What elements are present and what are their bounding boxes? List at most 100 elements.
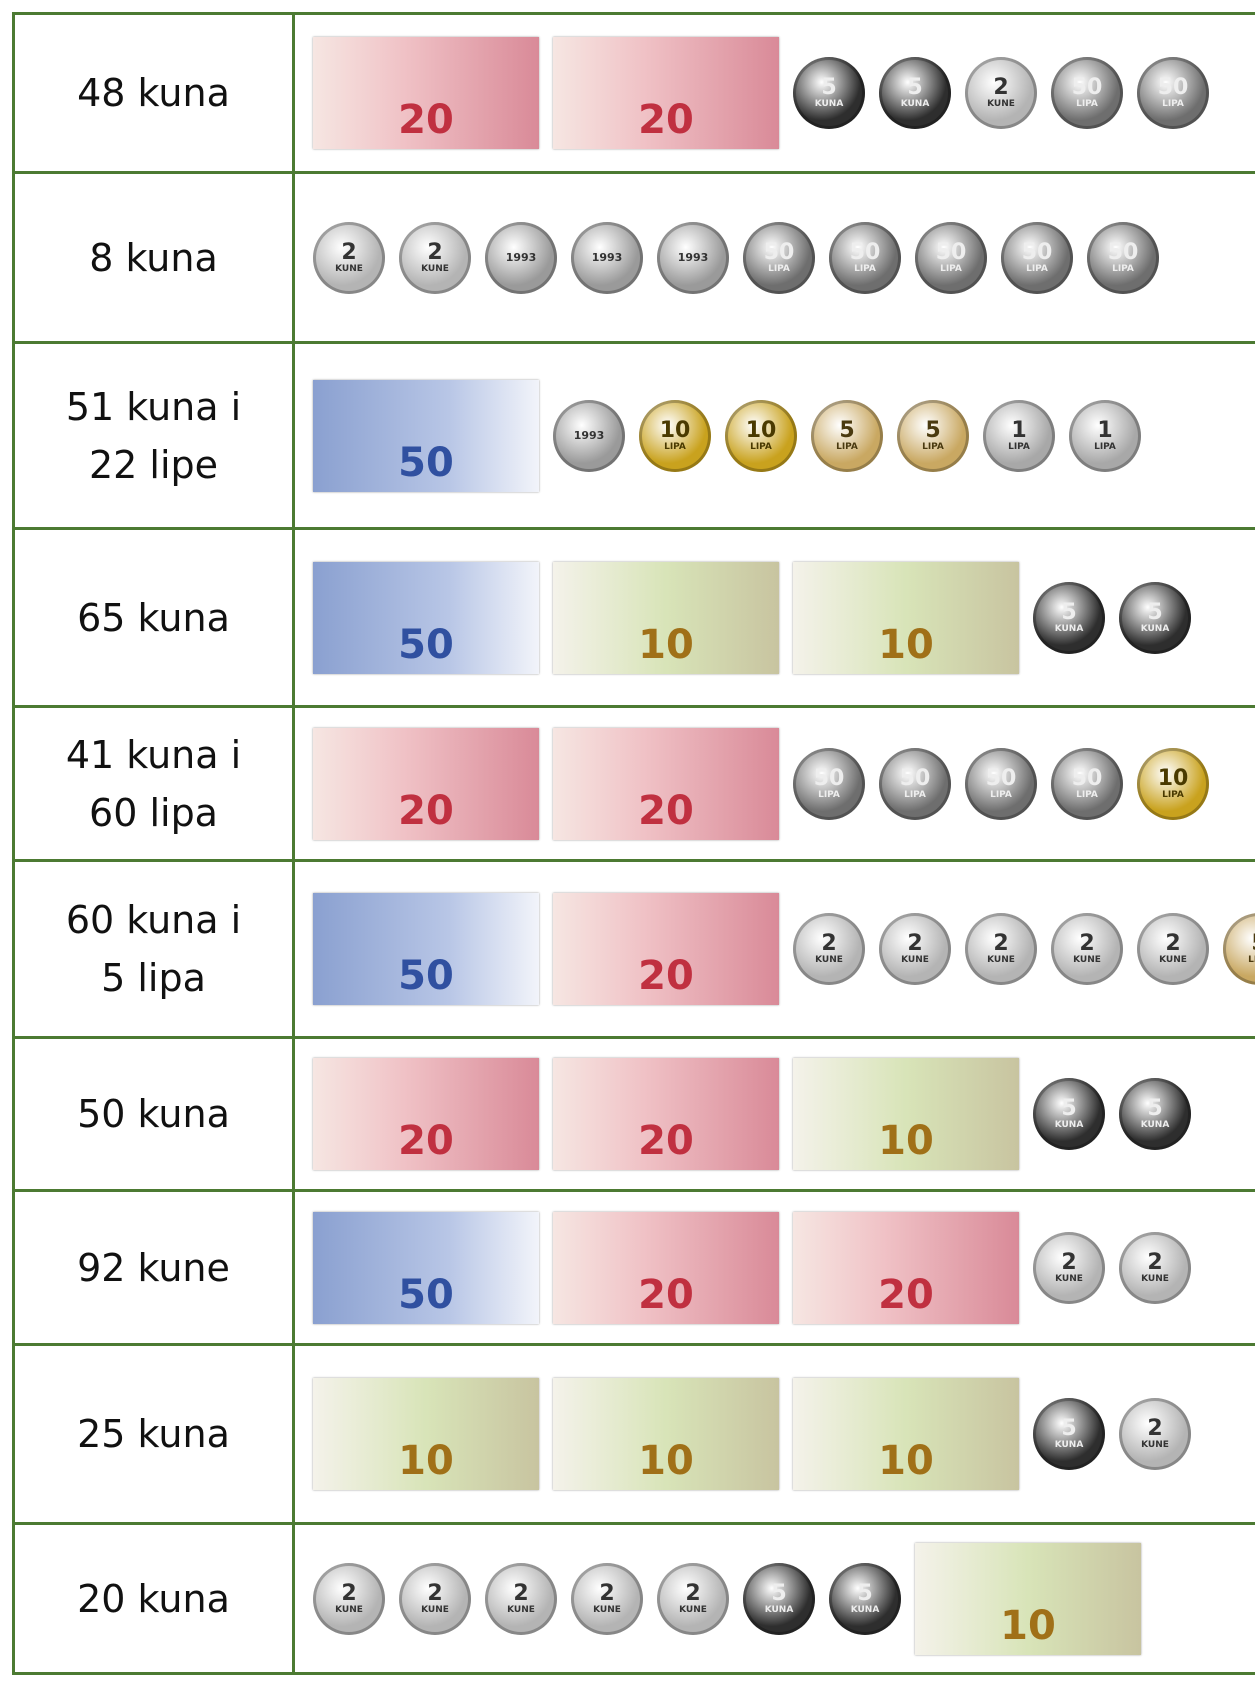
amount-label: 48 kuna [15, 15, 295, 171]
coin-value: 5 [1147, 602, 1162, 624]
coin-unit: LIPA [1094, 442, 1116, 452]
money-cell: 50202KUNE2KUNE2KUNE2KUNE2KUNE5LIPA [295, 862, 1255, 1036]
coin-unit: KUNA [1055, 1440, 1084, 1450]
coin-value: 50 [814, 768, 845, 790]
coin-unit: LIPA [1026, 264, 1048, 274]
coin-unit: KUNE [987, 955, 1015, 965]
coin-unit: KUNE [1055, 1274, 1083, 1284]
coin-unit: KUNE [1141, 1274, 1169, 1284]
coin-value: 50 [936, 242, 967, 264]
banknote: 20 [313, 728, 539, 840]
banknote: 20 [553, 1212, 779, 1324]
coin-value: 2 [821, 933, 836, 955]
coin-unit: KUNE [335, 1605, 363, 1615]
amount-label: 51 kuna i 22 lipe [15, 344, 295, 527]
coin-value: 2 [1165, 933, 1180, 955]
banknote: 10 [313, 1378, 539, 1490]
coin-unit: LIPA [904, 790, 926, 800]
coin-unit: KUNE [421, 264, 449, 274]
coin-value: 1993 [574, 425, 605, 447]
coin-unit: KUNE [507, 1605, 535, 1615]
coin-unit: KUNE [815, 955, 843, 965]
banknote: 50 [313, 1212, 539, 1324]
coin-value: 1993 [678, 247, 709, 269]
banknote: 20 [553, 1058, 779, 1170]
coin-value: 5 [1061, 1418, 1076, 1440]
banknote: 20 [553, 37, 779, 149]
coin-value: 50 [900, 768, 931, 790]
coin-unit: LIPA [664, 442, 686, 452]
coin-value: 2 [907, 933, 922, 955]
banknote: 10 [553, 1378, 779, 1490]
coin-value: 5 [907, 77, 922, 99]
coin-unit: KUNA [851, 1605, 880, 1615]
coin-unit: KUNA [1055, 624, 1084, 634]
coin-value: 2 [427, 242, 442, 264]
coin-unit: LIPA [836, 442, 858, 452]
coin-value: 2 [685, 1583, 700, 1605]
coin-unit: LIPA [1162, 790, 1184, 800]
banknote: 20 [313, 37, 539, 149]
coin-value: 2 [1061, 1252, 1076, 1274]
coin-unit: KUNE [901, 955, 929, 965]
banknote: 20 [313, 1058, 539, 1170]
coin-value: 2 [599, 1583, 614, 1605]
coin-unit: KUNE [1159, 955, 1187, 965]
coin-unit: KUNA [1055, 1120, 1084, 1130]
coin-unit: LIPA [1248, 955, 1255, 965]
coin: 1993 [657, 222, 729, 294]
page: 48 kuna20205KUNA5KUNA2KUNE50LIPA50LIPA8 … [0, 0, 1255, 1681]
coin-value: 10 [660, 420, 691, 442]
coin-value: 50 [764, 242, 795, 264]
amount-label: 92 kune [15, 1192, 295, 1343]
coin-unit: KUNA [1141, 1120, 1170, 1130]
coin-unit: KUNA [815, 99, 844, 109]
coin-unit: KUNA [765, 1605, 794, 1615]
coin-value: 50 [1158, 77, 1189, 99]
coin-unit: LIPA [1076, 790, 1098, 800]
coin-unit: LIPA [854, 264, 876, 274]
coin: 1993 [553, 400, 625, 472]
coin-unit: KUNE [421, 1605, 449, 1615]
